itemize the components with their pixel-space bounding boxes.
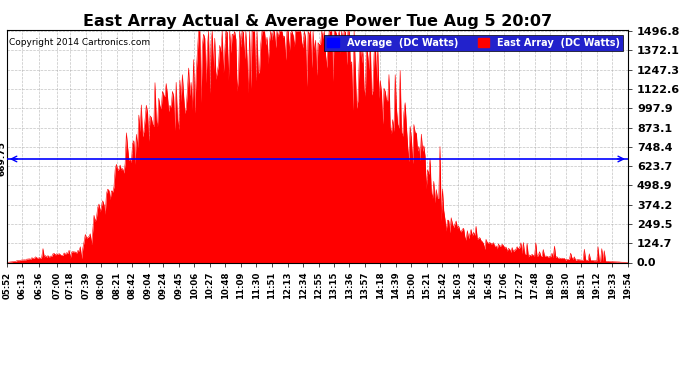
Text: 669.75: 669.75 [0, 141, 6, 176]
Text: Copyright 2014 Cartronics.com: Copyright 2014 Cartronics.com [9, 38, 150, 47]
Legend: Average  (DC Watts), East Array  (DC Watts): Average (DC Watts), East Array (DC Watts… [324, 35, 623, 51]
Title: East Array Actual & Average Power Tue Aug 5 20:07: East Array Actual & Average Power Tue Au… [83, 14, 552, 29]
